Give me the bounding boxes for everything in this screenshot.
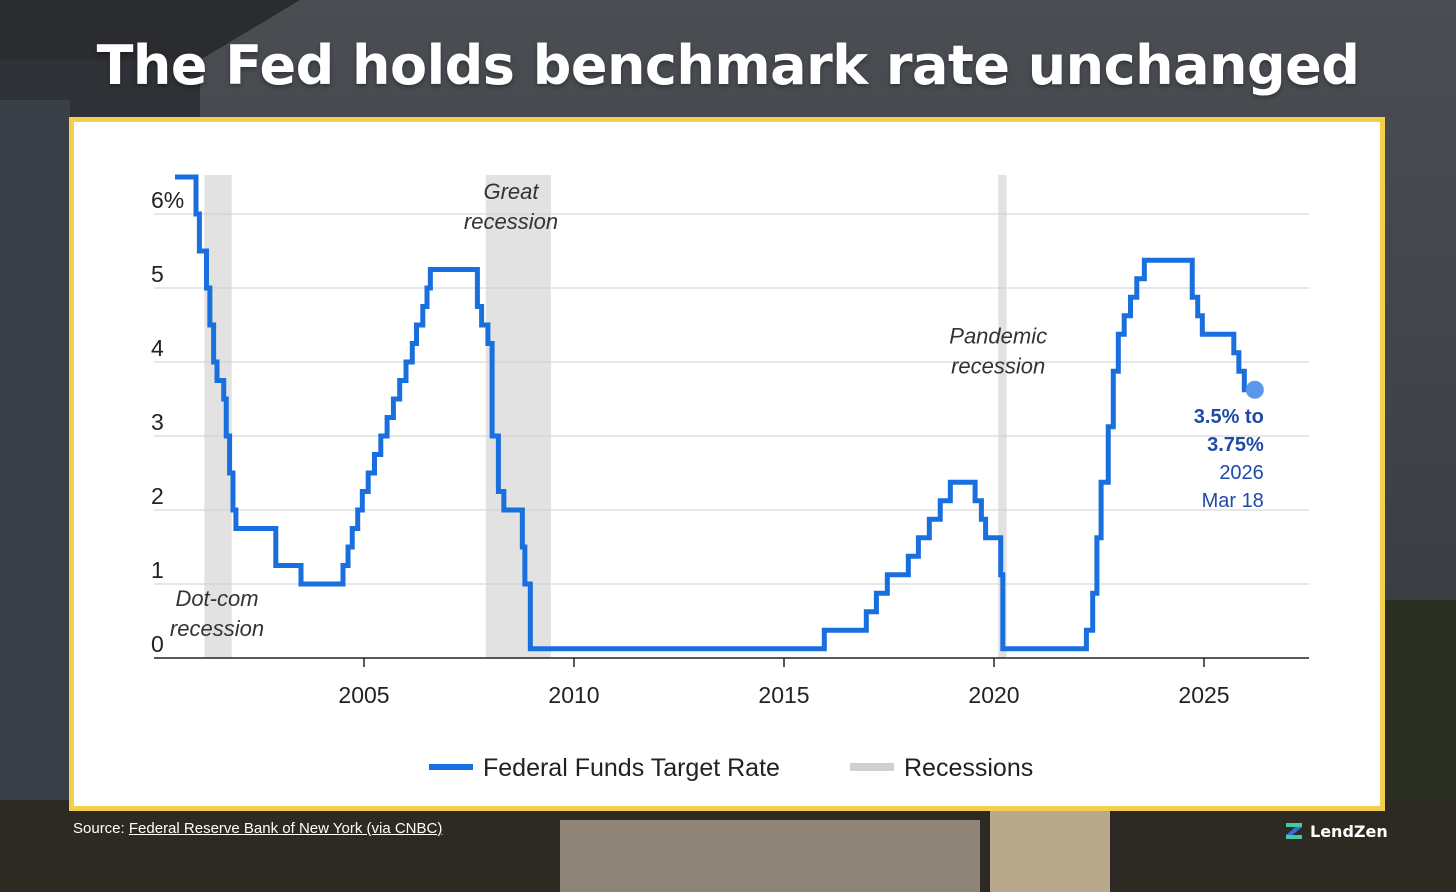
y-tick-label: 5 (151, 261, 164, 287)
recession-label-line: recession (951, 354, 1045, 379)
x-tick-label: 2015 (758, 682, 809, 708)
brand-name: LendZen (1310, 821, 1388, 841)
legend-label-rate: Federal Funds Target Rate (483, 754, 780, 782)
gridlines (154, 213, 1309, 659)
y-tick-label: 4 (151, 335, 164, 361)
end-annotation: 3.5% to 3.75% 2026 Mar 18 (1194, 380, 1264, 512)
y-tick-label: 6% (151, 187, 184, 213)
recession-band-3 (998, 175, 1007, 658)
y-tick-label: 1 (151, 557, 164, 583)
legend: Federal Funds Target Rate Recessions (429, 754, 1033, 782)
y-tick-label: 2 (151, 483, 164, 509)
annotation-date: 2026 (1219, 462, 1264, 484)
lendzen-z-logo-icon (1286, 823, 1302, 839)
end-point-marker (1245, 380, 1264, 399)
x-tick-label: 2020 (968, 682, 1019, 708)
x-tick-label: 2025 (1178, 682, 1229, 708)
recession-label-line: recession (170, 616, 264, 641)
y-axis-ticks: 0 1 2 3 4 5 6% (151, 187, 184, 657)
source-credit: Source: Federal Reserve Bank of New York… (73, 820, 442, 837)
recession-label-line: Great (483, 179, 539, 204)
legend-label-recessions: Recessions (904, 754, 1033, 782)
recession-label-line: Pandemic (949, 324, 1047, 349)
rate-chart: 0 1 2 3 4 5 6% 2005 2010 2015 2020 2025 Dot-com rec… (151, 174, 1309, 782)
annotation-rate-range: 3.5% to (1194, 406, 1264, 428)
source-prefix: Source: (73, 820, 125, 837)
source-link[interactable]: Federal Reserve Bank of New York (via CN… (128, 820, 443, 837)
x-tick-label: 2010 (548, 682, 599, 708)
annotation-rate-range: 3.75% (1207, 434, 1264, 456)
series-layer (175, 174, 1255, 652)
x-axis-ticks: 2005 2010 2015 2020 2025 (338, 658, 1230, 708)
recession-label-line: Dot-com (175, 586, 258, 611)
y-tick-label: 0 (151, 631, 164, 657)
page-title: The Fed holds benchmark rate unchanged (96, 34, 1360, 97)
brand: LendZen (1284, 818, 1388, 844)
recession-labels: Dot-com recession Great recession Pandemic re… (170, 179, 1047, 641)
x-tick-label: 2005 (338, 682, 389, 708)
chart-card: 0 1 2 3 4 5 6% 2005 2010 2015 2020 2025 Dot-com rec… (69, 117, 1385, 811)
annotation-date: Mar 18 (1202, 490, 1264, 512)
y-tick-label: 3 (151, 409, 164, 435)
recession-band-2 (485, 175, 551, 658)
recession-label-line: recession (464, 209, 558, 234)
series-line-federal-funds-rate (175, 174, 1255, 652)
